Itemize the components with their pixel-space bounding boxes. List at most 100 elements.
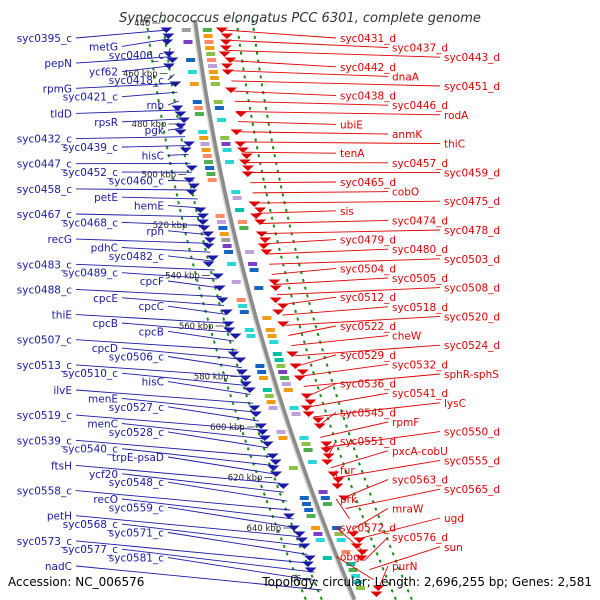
plus-strand-gene-label: syc0474_d: [392, 215, 448, 227]
minus-strand-gene-label: pepN: [44, 58, 72, 70]
minus-strand-gene-label: rph: [146, 226, 164, 238]
minus-strand-gene: [185, 165, 198, 171]
kbp-tick-label: 66: [290, 575, 301, 585]
feature-block: [224, 250, 234, 254]
feature-block: [272, 352, 282, 356]
minus-strand-gene-label: syc0439_c: [63, 142, 118, 154]
minus-strand-gene-label: syc0573_c: [17, 536, 72, 548]
plus-strand-gene-label: syc0503_d: [444, 254, 500, 266]
feature-block: [236, 298, 246, 302]
minus-strand-gene-label: rpsR: [94, 117, 118, 129]
minus-strand-gene-label: recO: [93, 494, 118, 506]
gene-connector: [121, 347, 240, 360]
gene-connector: [121, 473, 284, 493]
minus-strand-gene: [196, 219, 209, 225]
feature-block: [210, 82, 220, 86]
plus-strand-gene-label: syc0479_d: [340, 235, 396, 247]
plus-strand-gene: [286, 351, 299, 357]
gene-connector: [121, 221, 204, 227]
minus-strand-gene-label: syc0447_c: [17, 159, 72, 171]
plus-strand-gene-label: ubiE: [340, 119, 363, 131]
plus-strand-gene: [338, 495, 351, 501]
plus-strand-gene-label: syc0529_d: [340, 350, 396, 362]
minus-strand-gene: [303, 555, 316, 561]
minus-strand-gene-label: syc0406_c: [109, 50, 164, 62]
minus-strand-gene: [235, 369, 248, 375]
minus-strand-gene: [202, 231, 215, 237]
minus-strand-gene-label: syc0527_c: [109, 402, 164, 414]
minus-strand-gene: [194, 207, 207, 213]
minus-strand-gene-label: nadC: [45, 561, 72, 573]
plus-strand-gene: [221, 69, 234, 75]
minus-strand-gene-label: ycf20: [89, 469, 118, 481]
plus-strand-gene-label: syc0459_d: [444, 167, 500, 179]
gene-connector: [320, 421, 389, 438]
minus-strand-gene-label: petE: [94, 192, 118, 204]
gene-connector: [236, 111, 441, 116]
plus-strand-gene-label: syc0475_d: [444, 196, 500, 208]
minus-strand-gene-label: syc0482_c: [109, 251, 164, 263]
plus-strand-gene: [302, 411, 315, 417]
feature-block: [218, 226, 228, 230]
minus-strand-gene-label: syc0432_c: [17, 134, 72, 146]
feature-block: [199, 136, 209, 140]
gene-connector: [121, 397, 256, 413]
feature-block: [299, 496, 309, 500]
gene-connector: [121, 322, 232, 333]
minus-strand-gene-label: syc0458_c: [17, 184, 72, 196]
plus-strand-gene-label: lysC: [444, 398, 466, 410]
gene-connector: [167, 381, 251, 395]
gene-connector: [121, 145, 187, 148]
plus-strand-gene: [353, 537, 366, 543]
plus-strand-gene-label: syc0555_d: [444, 455, 500, 467]
feature-block: [348, 568, 358, 572]
plus-strand-gene: [257, 243, 270, 249]
minus-strand-gene: [255, 423, 268, 429]
feature-block: [274, 358, 284, 362]
minus-strand-gene: [196, 213, 209, 219]
gene-connector: [238, 121, 337, 125]
gene-connector: [75, 339, 237, 351]
minus-strand-gene: [183, 177, 196, 183]
gene-connector: [167, 230, 206, 235]
minus-strand-gene: [239, 381, 252, 387]
kbp-tick-label: 500 kbp: [142, 171, 177, 181]
gene-connector: [334, 459, 441, 479]
minus-strand-gene-label: syc0513_c: [17, 360, 72, 372]
minus-strand-gene: [179, 147, 192, 153]
feature-block: [239, 310, 249, 314]
plus-strand-gene-label: syc0457_d: [392, 158, 448, 170]
feature-block: [318, 490, 328, 494]
feature-block: [220, 136, 230, 140]
minus-strand-gene-label: syc0510_c: [63, 368, 118, 380]
minus-strand-gene-label: syc0568_c: [63, 519, 118, 531]
feature-block: [231, 280, 241, 284]
minus-strand-gene-label: syc0558_c: [17, 486, 72, 498]
minus-strand-gene: [229, 333, 242, 339]
feature-block: [311, 526, 321, 530]
gene-connector: [75, 414, 262, 431]
kbp-tick-label: 460 kbp: [123, 70, 158, 80]
feature-block: [302, 502, 311, 506]
gene-connector: [252, 191, 389, 194]
minus-strand-gene-label: thiE: [52, 310, 72, 322]
plus-strand-gene: [220, 63, 233, 69]
gene-connector: [277, 287, 441, 296]
plus-strand-gene-label: prk: [340, 494, 358, 506]
minus-strand-gene: [203, 237, 216, 243]
gene-connector: [285, 315, 441, 326]
gene-connector: [310, 392, 389, 408]
feature-block: [217, 220, 226, 224]
plus-strand-gene-label: syc0524_d: [444, 340, 500, 352]
gene-connector: [75, 314, 229, 324]
plus-strand-gene-label: syc0536_d: [340, 379, 396, 391]
plus-strand-gene: [254, 219, 267, 225]
feature-block: [200, 142, 210, 146]
gene-connector: [330, 450, 389, 469]
gene-connector: [75, 464, 281, 484]
plus-strand-gene: [215, 27, 228, 33]
minus-strand-gene: [293, 531, 306, 537]
plus-strand-gene-label: syc0480_d: [392, 244, 448, 256]
gene-connector: [75, 288, 222, 298]
